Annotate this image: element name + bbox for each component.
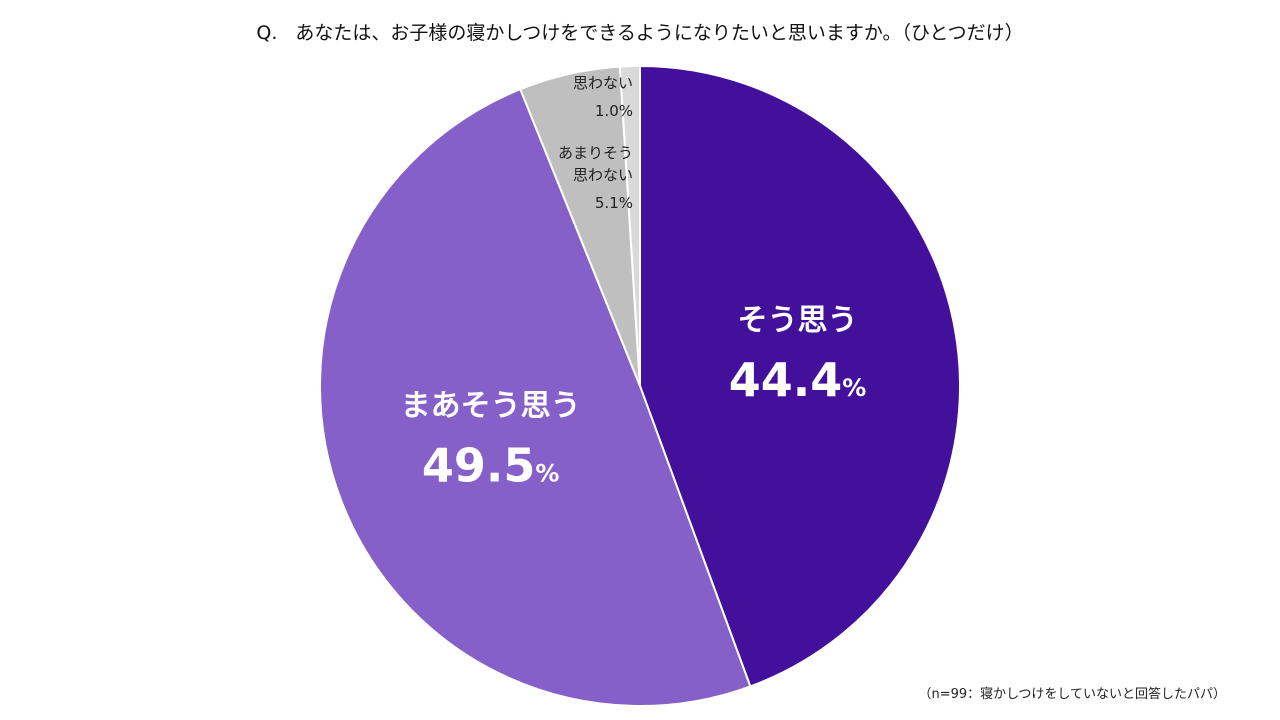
pie-slice-sou-omou xyxy=(639,64,961,688)
slice-label-maa-sou-omou: まあそう思う xyxy=(401,388,581,423)
chart-title: Q. あなたは、お子様の寝かしつけをできるようになりたいと思いますか。（ひとつだけ… xyxy=(0,18,1280,45)
slice-label-amari-sou-omowanai: 思わない xyxy=(573,166,633,184)
slice-value-amari-sou-omowanai: 5.1% xyxy=(595,194,633,212)
slice-value-omowanai: 1.0% xyxy=(595,102,633,120)
slice-label-omowanai: 思わない xyxy=(573,74,633,92)
slice-value-sou-omou: 44.4% xyxy=(729,353,867,407)
sample-note: （n=99：寝かしつけをしていないと回答したパパ） xyxy=(918,687,1226,702)
question-prefix: Q. xyxy=(256,22,278,44)
pie-slice-maa-sou-omou xyxy=(319,87,752,707)
pie-slice-omowanai xyxy=(618,64,641,387)
question-text: あなたは、お子様の寝かしつけをできるようになりたいと思いますか。（ひとつだけ） xyxy=(295,22,1024,44)
slice-label-amari-sou-omowanai: あまりそう xyxy=(558,144,633,162)
slice-label-sou-omou: そう思う xyxy=(738,303,858,338)
